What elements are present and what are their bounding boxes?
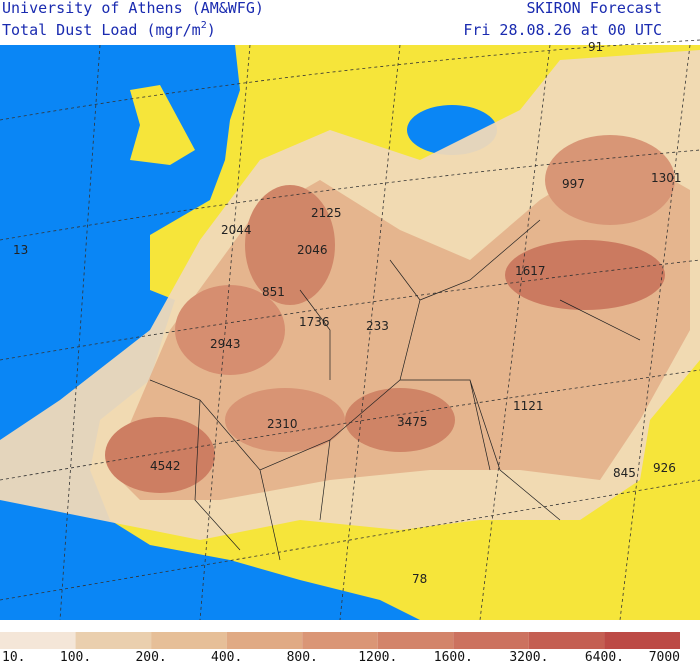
colorbar-swatch [75, 632, 152, 649]
colorbar-label: 200. [135, 650, 166, 664]
colorbar-label: 400. [211, 650, 242, 664]
product-prefix: Total Dust Load (mgr/m [2, 21, 201, 39]
colorbar-label: 1200. [358, 650, 397, 664]
product-suffix: ) [207, 21, 216, 39]
colorbar-label: 3200. [509, 650, 548, 664]
colorbar-label: 6400. [585, 650, 624, 664]
colorbar-swatch [226, 632, 303, 649]
dust-high [505, 240, 665, 310]
product-exponent: 2 [201, 20, 207, 31]
dust-high [225, 388, 345, 452]
colorbar-label: 800. [287, 650, 318, 664]
colorbar-swatch [0, 632, 76, 649]
map-label: 2943 [210, 337, 241, 351]
colorbar-swatch [151, 632, 227, 649]
institution: University of Athens (AM&WFG) [2, 0, 264, 17]
land-uk [130, 85, 195, 165]
map-label: 13 [13, 243, 28, 257]
product: Total Dust Load (mgr/m2) [2, 20, 216, 39]
colorbar-swatch [528, 632, 605, 649]
map: 91 997 1301 2125 2044 2046 13 1617 851 1… [0, 39, 700, 621]
map-label: 1617 [515, 264, 546, 278]
map-label: 1301 [651, 171, 682, 185]
colorbar-swatch [377, 632, 454, 649]
map-label: 851 [262, 285, 285, 299]
map-label: 2044 [221, 223, 252, 237]
map-label: 2046 [297, 243, 328, 257]
map-label: 91 [588, 40, 603, 54]
colorbar: 10. 100. 200. 400. 800. 1200. 1600. 3200. 6400. 7… [0, 632, 680, 665]
colorbar-label: 10. [2, 650, 25, 664]
dust-high [175, 285, 285, 375]
colorbar-swatch [604, 632, 680, 649]
map-label: 926 [653, 461, 676, 475]
colorbar-swatch [302, 632, 378, 649]
map-label: 78 [412, 572, 427, 586]
map-label: 233 [366, 319, 389, 333]
map-label: 845 [613, 466, 636, 480]
dust-high [245, 185, 335, 305]
colorbar-label: 7000 [649, 650, 680, 664]
model: SKIRON Forecast [527, 0, 662, 17]
colorbar-swatch [453, 632, 529, 649]
graticule [0, 39, 700, 621]
map-label: 2310 [267, 417, 298, 431]
map-label: 3475 [397, 415, 428, 429]
map-label: 1121 [513, 399, 544, 413]
dust-high [105, 417, 215, 493]
map-label: 1736 [299, 315, 330, 329]
borders [149, 219, 641, 561]
dust-high [545, 135, 675, 225]
map-label: 2125 [311, 206, 342, 220]
colorbar-label: 100. [60, 650, 91, 664]
valid-time: Fri 28.08.26 at 00 UTC [463, 21, 662, 39]
colorbar-label: 1600. [434, 650, 473, 664]
map-label: 997 [562, 177, 585, 191]
map-label: 4542 [150, 459, 181, 473]
